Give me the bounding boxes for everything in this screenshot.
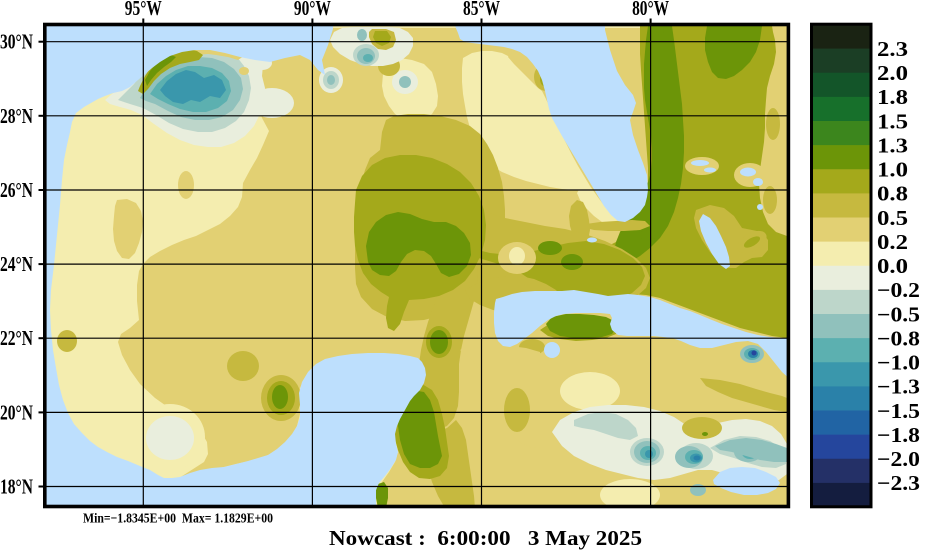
svg-text:−1.3: −1.3 — [877, 375, 920, 399]
svg-text:30°N: 30°N — [0, 30, 33, 54]
svg-text:0.2: 0.2 — [877, 230, 908, 254]
svg-text:18°N: 18°N — [0, 475, 33, 499]
svg-text:−0.8: −0.8 — [877, 326, 920, 350]
svg-text:−2.0: −2.0 — [877, 447, 920, 471]
svg-text:0.8: 0.8 — [877, 182, 908, 206]
svg-text:85°W: 85°W — [463, 0, 500, 20]
svg-text:2.3: 2.3 — [877, 37, 908, 61]
svg-text:1.8: 1.8 — [877, 85, 908, 109]
svg-text:95°W: 95°W — [125, 0, 162, 20]
svg-text:Nowcast : 6:00:00 3 May 202: Nowcast : 6:00:00 3 May 2025 — [329, 526, 642, 550]
svg-text:0.0: 0.0 — [877, 254, 908, 278]
svg-text:1.3: 1.3 — [877, 133, 908, 157]
svg-text:−0.2: −0.2 — [877, 278, 920, 302]
svg-text:2.0: 2.0 — [877, 61, 908, 85]
svg-text:1.5: 1.5 — [877, 109, 908, 133]
svg-text:28°N: 28°N — [0, 104, 33, 128]
svg-text:80°W: 80°W — [632, 0, 669, 20]
svg-text:1.0: 1.0 — [877, 158, 908, 182]
svg-text:22°N: 22°N — [0, 326, 33, 350]
svg-text:−1.8: −1.8 — [877, 423, 920, 447]
svg-text:26°N: 26°N — [0, 178, 33, 202]
svg-text:24°N: 24°N — [0, 252, 33, 276]
svg-text:−0.5: −0.5 — [877, 302, 920, 326]
svg-text:−2.3: −2.3 — [877, 471, 920, 495]
svg-text:0.5: 0.5 — [877, 206, 908, 230]
svg-text:−1.5: −1.5 — [877, 399, 920, 423]
svg-text:−1.0: −1.0 — [877, 351, 920, 375]
svg-text:20°N: 20°N — [0, 400, 33, 424]
svg-text:Min=−1.8345E+00 Max= 1.1829E+: Min=−1.8345E+00 Max= 1.1829E+00 — [83, 512, 273, 527]
svg-text:90°W: 90°W — [294, 0, 331, 20]
